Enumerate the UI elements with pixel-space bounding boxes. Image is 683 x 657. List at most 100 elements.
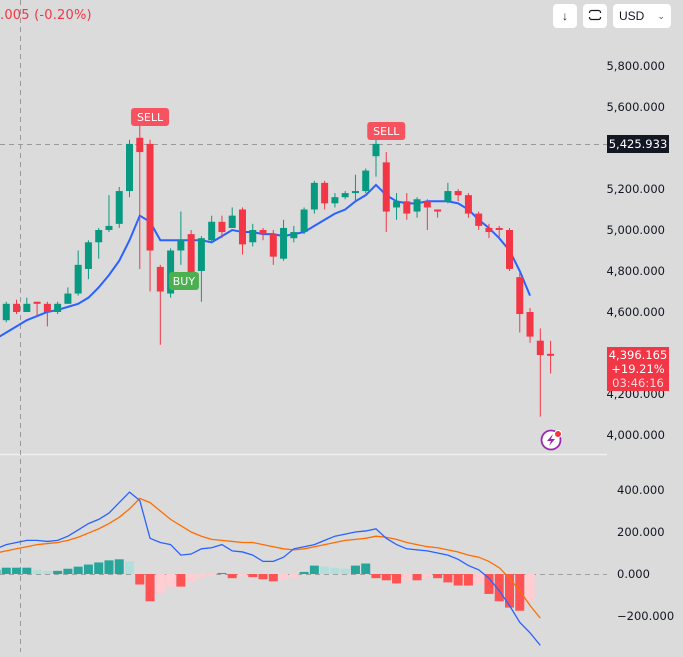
candle-body[interactable]	[290, 232, 298, 239]
bar-countdown: 03:46:16	[612, 376, 664, 390]
currency-select[interactable]: USD ⌄	[613, 4, 671, 28]
macd-histogram-bar	[412, 574, 422, 581]
moving-average-line	[0, 183, 531, 338]
candle-body[interactable]	[444, 191, 452, 202]
candle-body[interactable]	[259, 230, 267, 235]
candle-body[interactable]	[249, 230, 257, 243]
signal-sell-marker[interactable]: SELL	[367, 122, 406, 140]
candle-body[interactable]	[167, 250, 175, 294]
candle-body[interactable]	[351, 191, 359, 194]
macd-line	[0, 491, 541, 646]
macd-histogram-bar	[381, 574, 391, 581]
candle-body[interactable]	[2, 303, 10, 321]
candle-body[interactable]	[341, 193, 349, 198]
candle-body[interactable]	[74, 264, 82, 294]
macd-histogram-bar	[217, 572, 227, 574]
fullscreen-button[interactable]	[583, 4, 607, 28]
macd-histogram-bar	[114, 559, 124, 574]
candle-body[interactable]	[64, 293, 72, 304]
candle-body[interactable]	[331, 197, 339, 204]
candle-body[interactable]	[475, 213, 483, 226]
candle-body[interactable]	[136, 137, 144, 153]
candle-body[interactable]	[280, 227, 288, 259]
macd-histogram-bar	[176, 574, 186, 587]
candle-body[interactable]	[126, 143, 134, 192]
macd-histogram-bar	[505, 574, 514, 608]
download-button[interactable]: ↓	[553, 4, 577, 28]
macd-histogram-bar	[1, 567, 11, 574]
macd-histogram-bar	[32, 569, 42, 574]
macd-histogram-bar	[186, 574, 196, 583]
candle-body[interactable]	[115, 191, 123, 224]
macd-histogram-bar	[289, 574, 299, 579]
candle-body[interactable]	[208, 221, 216, 241]
macd-histogram-bar	[227, 574, 237, 579]
candle-body[interactable]	[464, 195, 472, 214]
macd-histogram-bar	[268, 574, 278, 582]
macd-histogram-bar	[22, 567, 32, 574]
macd-histogram-bar	[340, 568, 350, 574]
candle-body[interactable]	[146, 143, 154, 251]
candle-body[interactable]	[434, 209, 442, 212]
candle-body[interactable]	[54, 303, 62, 312]
candle-body[interactable]	[269, 234, 277, 257]
macd-histogram-bar	[474, 574, 484, 584]
currency-label: USD	[619, 9, 645, 23]
macd-histogram-bar	[463, 574, 473, 586]
macd-histogram-bar	[73, 566, 83, 574]
candle-body[interactable]	[228, 215, 236, 228]
candle-body[interactable]	[187, 234, 195, 278]
candle-body[interactable]	[506, 230, 513, 269]
macd-axis-label: −200.000	[617, 609, 674, 623]
last-price-change: +19.21%	[611, 362, 665, 376]
candle-body[interactable]	[516, 277, 524, 315]
macd-histogram-bar	[299, 571, 309, 574]
macd-signal-line	[0, 497, 541, 619]
arrow-down-icon: ↓	[562, 9, 568, 23]
candle-body[interactable]	[13, 303, 21, 312]
macd-histogram-bar	[145, 574, 155, 602]
macd-histogram-bar	[330, 567, 340, 574]
candle-body[interactable]	[403, 201, 411, 214]
candle-body[interactable]	[423, 201, 431, 208]
candle-body[interactable]	[526, 312, 534, 337]
candle-body[interactable]	[536, 340, 544, 356]
macd-histogram-bar	[248, 574, 258, 578]
macd-histogram-bar	[196, 574, 206, 578]
candle-body[interactable]	[197, 238, 205, 271]
macd-histogram-bar	[443, 574, 453, 583]
candle-body[interactable]	[485, 227, 493, 233]
price-axis-label: 5,800.000	[606, 59, 665, 73]
candle-body[interactable]	[156, 266, 164, 292]
candle-body[interactable]	[95, 230, 103, 243]
candle-body[interactable]	[33, 301, 41, 304]
candle-body[interactable]	[218, 221, 226, 233]
candle-body[interactable]	[372, 143, 380, 157]
candle-body[interactable]	[238, 209, 246, 245]
macd-histogram-bar	[42, 570, 52, 574]
candle-body[interactable]	[393, 201, 401, 208]
candle-body[interactable]	[84, 242, 92, 269]
candle-body[interactable]	[382, 162, 390, 212]
macd-histogram-bar	[53, 570, 63, 574]
signal-buy-marker[interactable]: BUY	[168, 272, 199, 290]
candle-body[interactable]	[454, 191, 462, 196]
candle-body[interactable]	[413, 199, 421, 212]
lightning-alert-icon[interactable]	[540, 429, 562, 451]
candle-body[interactable]	[105, 225, 113, 230]
candle-body[interactable]	[300, 209, 308, 233]
candle-body[interactable]	[23, 303, 31, 312]
signal-sell-marker[interactable]: SELL	[131, 108, 170, 126]
candle-body[interactable]	[495, 227, 503, 230]
candle-body[interactable]	[177, 240, 185, 251]
candle-body[interactable]	[310, 182, 318, 210]
price-change-legend: .005 (-0.20%)	[0, 8, 92, 23]
candle-body[interactable]	[43, 303, 51, 312]
macd-axis-label: 200.000	[617, 525, 665, 539]
macd-histogram-bar	[166, 574, 176, 587]
candle-body[interactable]	[547, 353, 555, 356]
candle-body[interactable]	[362, 170, 370, 192]
candle-body[interactable]	[321, 182, 329, 204]
